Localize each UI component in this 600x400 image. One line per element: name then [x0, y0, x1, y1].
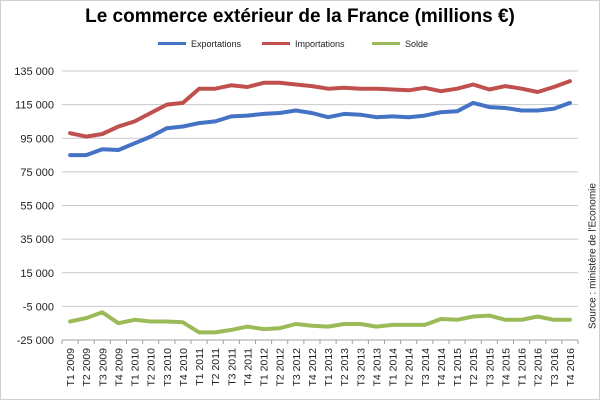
y-tick-label: 55 000: [20, 201, 54, 213]
series-line-solde: [68, 310, 572, 335]
x-tick-label: T1 2016: [517, 348, 529, 387]
x-tick-label: T1 2009: [65, 348, 77, 387]
legend-label-exportations: Exportations: [191, 39, 242, 49]
x-tick-label: T2 2011: [210, 348, 222, 386]
legend-item-solde: Solde: [372, 38, 428, 50]
legend-swatch-importations: [262, 42, 290, 46]
x-tick-label: T2 2015: [468, 348, 480, 387]
series-line-exportations: [68, 100, 572, 158]
x-tick-label: T1 2010: [130, 348, 142, 387]
y-tick-label: 75 000: [20, 167, 54, 179]
x-tick-label: T2 2016: [533, 348, 545, 387]
x-tick-label: T3 2014: [420, 348, 432, 387]
source-note: Source : ministère de l'Economie: [587, 183, 599, 329]
x-tick-label: T4 2014: [436, 348, 448, 387]
x-tick-label: T3 2011: [226, 348, 238, 386]
y-tick-label: 95 000: [20, 133, 54, 145]
x-tick-label: T4 2015: [500, 348, 512, 387]
x-tick-label: T4 2010: [178, 348, 190, 387]
x-tick-label: T3 2016: [549, 348, 561, 387]
x-tick-label: T4 2016: [565, 348, 577, 387]
legend-item-exportations: Exportations: [158, 38, 241, 50]
x-tick-label: T1 2014: [388, 348, 400, 387]
x-tick-label: T4 2011: [242, 348, 254, 386]
legend-swatch-exportations: [158, 42, 186, 46]
legend-item-importations: Importations: [262, 38, 345, 50]
x-tick-label: T4 2009: [113, 348, 125, 387]
y-tick-label: 115 000: [15, 100, 54, 112]
chart-title: Le commerce extérieur de la France (mill…: [85, 6, 515, 27]
x-tick-label: T1 2013: [323, 348, 335, 387]
x-tick-label: T1 2015: [452, 348, 464, 387]
x-tick-label: T3 2013: [355, 348, 367, 387]
y-tick-label: -25 000: [17, 335, 54, 347]
x-tick-label: T4 2013: [371, 348, 383, 387]
x-tick-label: T2 2009: [81, 348, 93, 387]
legend-label-importations: Importations: [295, 39, 345, 49]
x-tick-label: T2 2010: [146, 348, 158, 387]
x-tick-label: T3 2009: [97, 348, 109, 387]
legend-label-solde: Solde: [405, 39, 429, 49]
x-tick-label: T2 2012: [275, 348, 287, 387]
y-tick-label: 135 000: [14, 66, 54, 78]
x-tick-label: T2 2014: [404, 348, 416, 387]
x-tick-label: T3 2012: [291, 348, 303, 387]
series-line-importations: [68, 79, 572, 139]
x-tick-label: T1 2012: [259, 348, 271, 387]
x-tick-label: T2 2013: [339, 348, 351, 387]
y-tick-label: 15 000: [20, 268, 54, 280]
x-tick-label: T1 2011: [194, 348, 206, 386]
y-tick-label: 35 000: [20, 234, 54, 246]
x-tick-label: T3 2010: [162, 348, 174, 387]
x-tick-label: T4 2012: [307, 348, 319, 387]
legend-swatch-solde: [372, 42, 400, 46]
x-tick-label: T3 2015: [484, 348, 496, 387]
y-tick-label: -5 000: [23, 301, 54, 313]
